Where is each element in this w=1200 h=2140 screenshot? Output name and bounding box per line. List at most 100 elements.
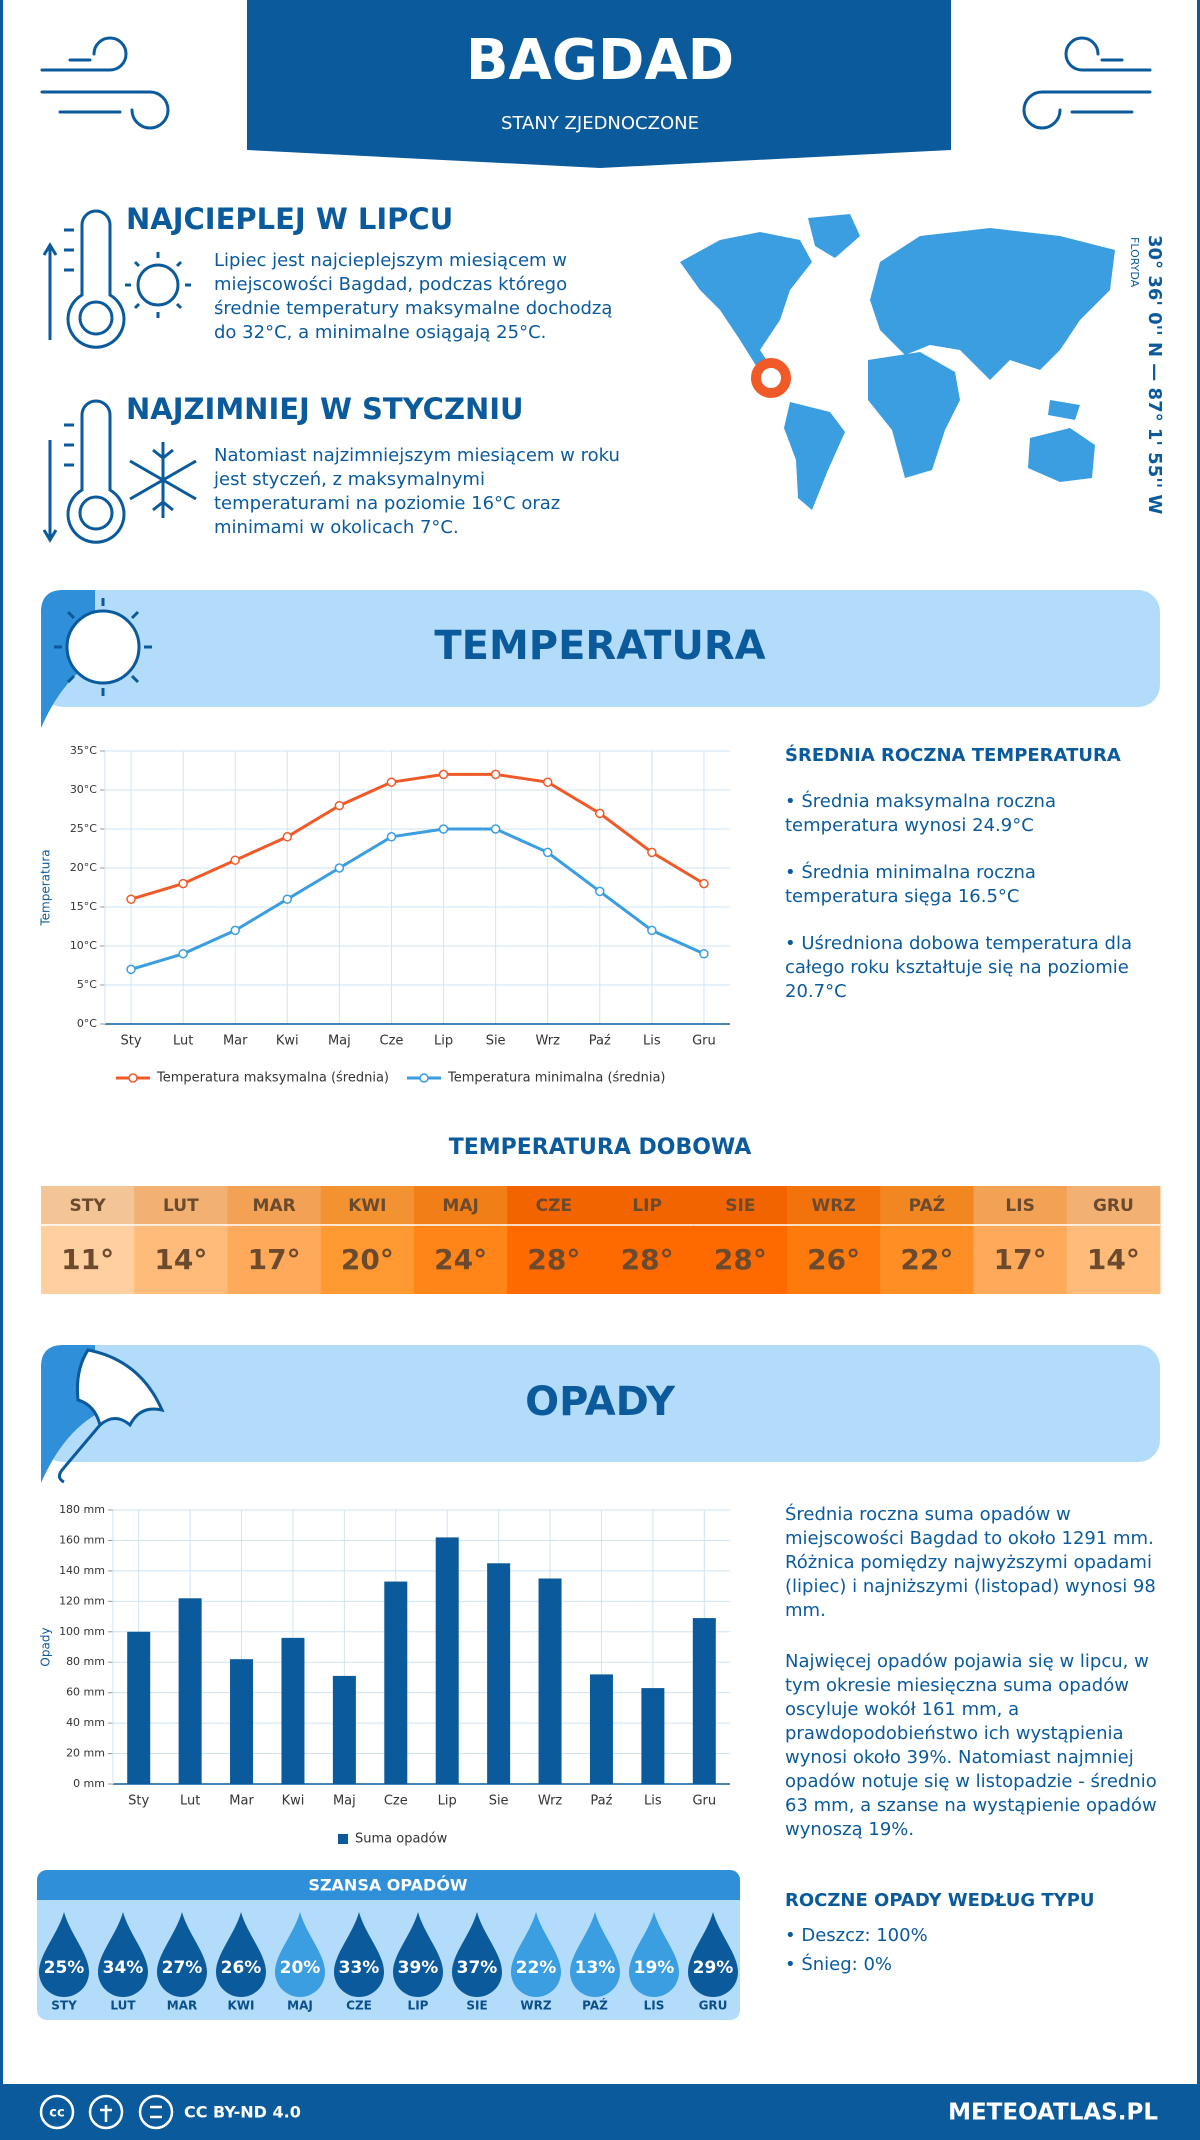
point (647, 925, 657, 936)
precipitation-text: Najwięcej opadów pojawia się w lipcu, w … (785, 1651, 1157, 1840)
y-tick-label: 160 mm (59, 1533, 105, 1546)
y-tick-label: 20°C (70, 861, 97, 874)
x-tick-label: Sty (128, 1794, 149, 1809)
table-cell (787, 1186, 881, 1294)
location-marker (751, 358, 791, 398)
temperature-label: 28° (527, 1243, 580, 1276)
type-title: ROCZNE OPADY WEDŁUG TYPU (785, 1890, 1095, 1911)
drop-label: 20% (280, 1958, 321, 1978)
summary-item: • Średnia maksymalna roczna temperatura … (785, 791, 1056, 836)
drop (157, 1912, 207, 1997)
month-label: LUT (163, 1196, 199, 1216)
point (334, 800, 345, 811)
y-axis-label: Opady (39, 1627, 53, 1666)
point (490, 769, 501, 780)
table-cell (414, 1186, 508, 1294)
y-tick-label: 25°C (70, 822, 97, 835)
drop-label: 37% (457, 1958, 498, 1978)
bar (641, 1688, 665, 1784)
x-tick-label: Kwi (276, 1034, 299, 1049)
table-header-shade (600, 1186, 695, 1224)
point (282, 894, 293, 904)
temperature-label: 20° (341, 1243, 394, 1276)
coldest-text: Natomiast najzimniejszym miesiącem w rok… (214, 445, 620, 538)
point (282, 832, 293, 842)
chance-box (37, 1870, 740, 2020)
month-label: WRZ (812, 1196, 856, 1216)
section-banner (41, 590, 1160, 707)
x-tick-label: Wrz (535, 1034, 560, 1049)
legend-marker (419, 1073, 429, 1083)
table-header-shade (134, 1186, 228, 1224)
subtitle: STANY ZJEDNOCZONE (501, 113, 699, 134)
drop (629, 1912, 679, 1997)
month-label: SIE (466, 1999, 487, 2013)
x-tick-label: Lis (644, 1794, 662, 1809)
table-header-shade (1066, 1186, 1161, 1224)
y-tick-label: 120 mm (59, 1594, 105, 1607)
temperature-label: 17° (248, 1243, 301, 1276)
point (230, 925, 240, 936)
temperature-label: 11° (61, 1243, 114, 1276)
y-tick-label: 35°C (70, 744, 97, 757)
bar (435, 1537, 459, 1784)
y-axis-label: Temperatura (39, 849, 53, 926)
y-tick-label: 40 mm (66, 1716, 105, 1729)
month-label: KWI (348, 1196, 386, 1216)
x-tick-label: Lut (180, 1794, 200, 1809)
temperature-label: 28° (621, 1243, 674, 1276)
x-tick-label: Cze (384, 1794, 408, 1809)
bar (230, 1659, 254, 1784)
section-title: OPADY (525, 1379, 676, 1425)
x-tick-label: Maj (333, 1794, 356, 1809)
x-tick-label: Kwi (282, 1794, 305, 1809)
point (699, 949, 709, 959)
cc-icon-text: cc (49, 2106, 64, 2121)
thermometer-icon (42, 209, 197, 544)
month-label: CZE (346, 1999, 372, 2013)
point (334, 863, 345, 873)
point (386, 777, 397, 787)
y-tick-label: 20 mm (66, 1747, 105, 1760)
page-title: BAGDAD (466, 28, 734, 93)
line (130, 772, 705, 901)
x-tick-label: Mar (229, 1794, 254, 1809)
legend-swatch (338, 1834, 348, 1844)
x-tick-label: Gru (692, 1034, 716, 1049)
type-item: • Deszcz: 100% (785, 1925, 928, 1946)
temperature-label: 24° (434, 1243, 487, 1276)
table-header-shade (787, 1186, 881, 1224)
month-label: MAR (167, 1999, 197, 2013)
sun-icon (65, 609, 141, 685)
drop (452, 1912, 502, 1997)
coordinates: 30° 36' 0'' N — 87° 1' 55'' W (1144, 235, 1165, 515)
border (0, 0, 3, 2140)
x-tick-label: Cze (380, 1034, 404, 1049)
table-cell (41, 1186, 135, 1294)
month-label: LIS (644, 1999, 665, 2013)
chance-header (37, 1870, 740, 1900)
point (699, 878, 709, 889)
drop-label: 27% (162, 1958, 203, 1978)
y-tick-label: 80 mm (66, 1655, 105, 1668)
y-tick-label: 5°C (77, 978, 97, 991)
table-header-shade (880, 1186, 974, 1224)
table-cell (693, 1186, 788, 1294)
table-header-shade (973, 1186, 1068, 1224)
y-tick-label: 10°C (70, 939, 97, 952)
month-label: GRU (1093, 1196, 1134, 1216)
x-tick-label: Lip (438, 1794, 457, 1809)
x-tick-label: Lip (434, 1034, 453, 1049)
y-tick-label: 30°C (70, 783, 97, 796)
table-header-shade (227, 1186, 322, 1224)
table-cell (227, 1186, 322, 1294)
month-label: KWI (228, 1999, 255, 2013)
point (595, 808, 605, 819)
temperature-label: 14° (1087, 1243, 1140, 1276)
x-tick-label: Wrz (538, 1794, 563, 1809)
bar (538, 1578, 562, 1784)
table-header-shade (320, 1186, 415, 1224)
border (1197, 0, 1200, 2140)
header-banner (247, 0, 951, 168)
site-name: METEOATLAS.PL (948, 2100, 1158, 2126)
